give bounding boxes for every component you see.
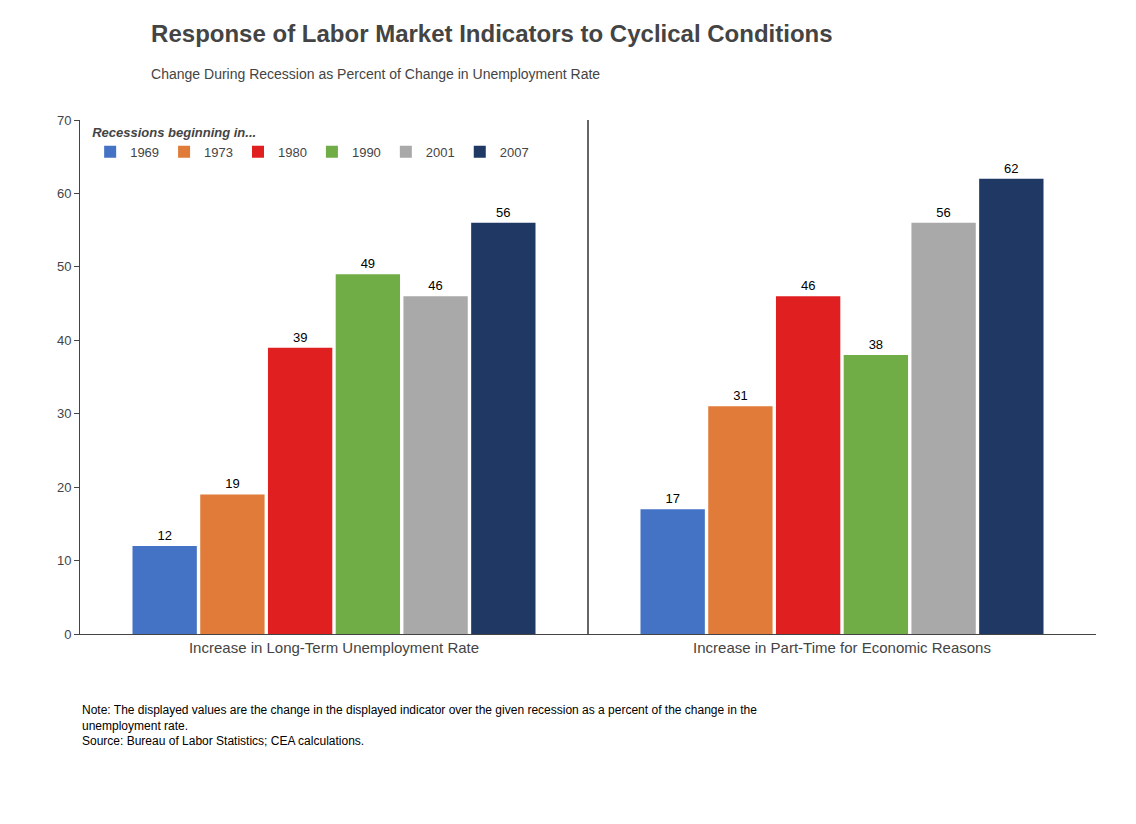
svg-text:17: 17 <box>665 491 679 506</box>
svg-text:1973: 1973 <box>204 145 233 160</box>
svg-text:62: 62 <box>1004 161 1018 176</box>
svg-text:10: 10 <box>57 553 71 568</box>
svg-text:1980: 1980 <box>278 145 307 160</box>
svg-text:38: 38 <box>869 337 883 352</box>
svg-text:56: 56 <box>936 205 950 220</box>
svg-text:31: 31 <box>733 388 747 403</box>
svg-text:Increase in Long-Term Unemploy: Increase in Long-Term Unemployment Rate <box>189 639 479 656</box>
svg-text:Increase in Part-Time for Econ: Increase in Part-Time for Economic Reaso… <box>693 639 991 656</box>
svg-text:12: 12 <box>157 528 171 543</box>
svg-text:2007: 2007 <box>500 145 529 160</box>
svg-text:20: 20 <box>57 480 71 495</box>
svg-text:70: 70 <box>57 113 71 128</box>
svg-text:60: 60 <box>57 186 71 201</box>
svg-text:1969: 1969 <box>130 145 159 160</box>
svg-text:2001: 2001 <box>426 145 455 160</box>
svg-text:49: 49 <box>361 256 375 271</box>
svg-text:56: 56 <box>496 205 510 220</box>
svg-text:0: 0 <box>64 627 71 642</box>
svg-text:Note: The displayed values are: Note: The displayed values are the chang… <box>82 703 757 748</box>
svg-text:Change During Recession as Per: Change During Recession as Percent of Ch… <box>151 66 600 82</box>
svg-text:40: 40 <box>57 333 71 348</box>
svg-text:39: 39 <box>293 330 307 345</box>
svg-text:50: 50 <box>57 259 71 274</box>
svg-text:46: 46 <box>428 278 442 293</box>
svg-text:46: 46 <box>801 278 815 293</box>
svg-text:Response of Labor Market Indic: Response of Labor Market Indicators to C… <box>151 20 832 47</box>
svg-text:19: 19 <box>225 476 239 491</box>
svg-text:Recessions beginning in...: Recessions beginning in... <box>92 125 256 140</box>
svg-text:1990: 1990 <box>352 145 381 160</box>
svg-text:30: 30 <box>57 406 71 421</box>
